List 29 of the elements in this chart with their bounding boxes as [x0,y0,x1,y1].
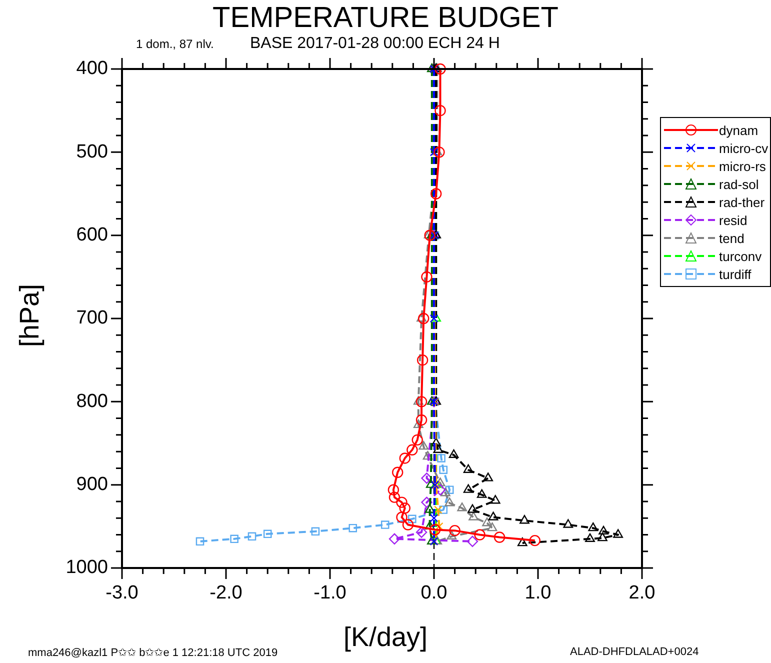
text: mma246@kazl1 P✩✩ b✩✩e 1 12:21:18 UTC 2019 [28,646,278,659]
legend-label: turconv [719,248,762,264]
y-tick-label: 500 [76,141,108,162]
legend-label: rad-ther [719,194,765,210]
chart-title: TEMPERATURE BUDGET [212,2,560,35]
x-tick-label: 1.0 [524,582,552,604]
text: 1 dom., 87 nlv. [136,37,214,51]
chart-subtitle: BASE 2017-01-28 00:00 ECH 24 H [250,35,500,53]
x-tick-label: 2.0 [628,582,656,604]
y-tick-label: 400 [76,58,108,80]
y-tick-label: 900 [76,474,108,496]
y-tick-label: 800 [76,390,108,412]
legend-label: micro-rs [719,158,766,174]
y-tick-label: 700 [76,308,108,329]
x-axis-title: [K/day] [343,622,428,652]
legend-label: dynam [719,122,758,138]
y-tick-label: 600 [76,224,108,246]
x-tick-label: 0.0 [420,582,448,604]
y-axis-title: [hPa] [14,282,46,350]
legend-label: turdiff [719,266,752,282]
x-tick-label: -2.0 [210,582,242,604]
x-tick-label: -1.0 [314,582,346,604]
legend-label: rad-sol [719,176,759,192]
y-tick-label: 1000 [66,557,108,578]
legend-label: tend [719,230,744,246]
legend-label: micro-cv [719,140,768,156]
legend-label: resid [719,212,748,228]
text: ALAD-DHFDLALAD+0024 [570,646,699,658]
x-tick-label: -3.0 [106,582,138,604]
